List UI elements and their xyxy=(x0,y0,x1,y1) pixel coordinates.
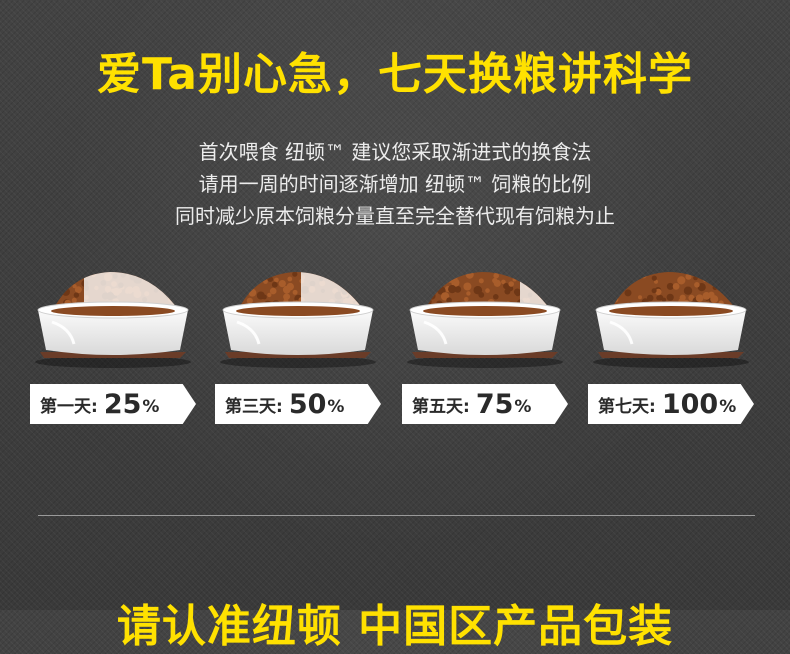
intro-line: 同时减少原本饲粮分量直至完全替代现有饲粮为止 xyxy=(175,204,615,228)
stage-percent-unit: % xyxy=(514,397,532,417)
stage-day-text: 第五天: xyxy=(412,396,470,417)
stage-day-5: 第五天: 75 % xyxy=(402,268,568,424)
stage-label: 第三天: 50 % xyxy=(215,384,381,424)
stage-day-text: 第三天: xyxy=(225,396,283,417)
food-bowl-icon xyxy=(35,272,191,368)
section-title: 请认准纽顿 中国区产品包装 xyxy=(116,601,674,652)
stage-label: 第七天: 100 % xyxy=(588,384,754,424)
stage-percent-value: 75 xyxy=(475,388,514,420)
food-bowl-icon xyxy=(220,272,376,368)
stage-percent-value: 100 xyxy=(661,388,719,420)
stage-label: 第五天: 75 % xyxy=(402,384,568,424)
stage-day-7: 第七天: 100 % xyxy=(588,268,754,424)
intro-line: 首次喂食 纽顿™ 建议您采取渐进式的换食法 xyxy=(198,140,592,164)
intro-line: 请用一周的时间逐渐增加 纽顿™ 饲粮的比例 xyxy=(198,172,592,196)
stage-day-text: 第一天: xyxy=(40,396,98,417)
food-bowl-icon xyxy=(593,272,749,368)
stage-day-1: 第一天: 25 % xyxy=(30,268,196,424)
stage-percent-unit: % xyxy=(142,397,160,417)
stage-percent-value: 50 xyxy=(288,388,327,420)
page-title: 爱Ta别心急，七天换粮讲科学 xyxy=(96,49,694,100)
stage-day-text: 第七天: xyxy=(598,396,656,417)
stage-percent-value: 25 xyxy=(103,388,142,420)
food-bowl-icon xyxy=(407,272,563,368)
section-divider xyxy=(38,515,755,516)
stage-percent-unit: % xyxy=(327,397,345,417)
intro-text: 首次喂食 纽顿™ 建议您采取渐进式的换食法 请用一周的时间逐渐增加 纽顿™ 饲粮… xyxy=(0,136,790,232)
stage-label: 第一天: 25 % xyxy=(30,384,196,424)
stage-day-3: 第三天: 50 % xyxy=(215,268,381,424)
stage-percent-unit: % xyxy=(719,397,737,417)
